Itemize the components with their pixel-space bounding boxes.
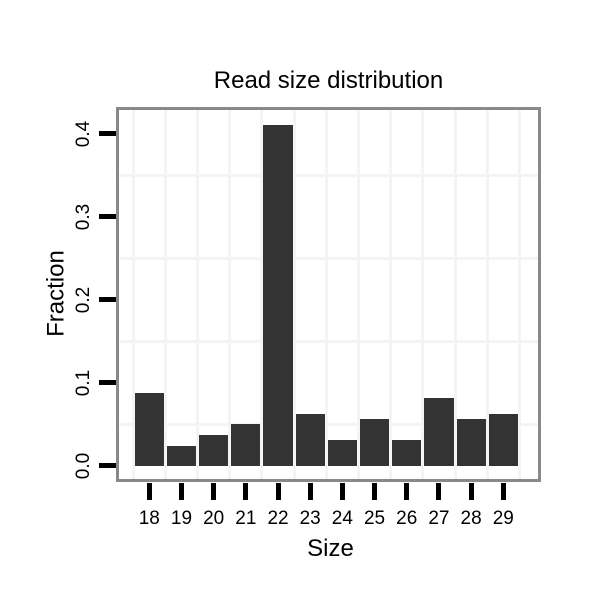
- y-axis-tick: [99, 297, 116, 303]
- y-tick-label: 0.1: [73, 369, 94, 396]
- x-tick-label: 25: [363, 508, 386, 529]
- bar-size-20: [199, 434, 229, 466]
- x-axis-tick: [211, 483, 217, 500]
- bar-size-19: [166, 445, 197, 466]
- chart-title: Read size distribution: [213, 67, 444, 94]
- y-axis-tick: [99, 214, 116, 220]
- x-tick-label: 24: [331, 508, 353, 529]
- minor-gridline-vertical: [292, 110, 296, 479]
- minor-gridline-vertical: [485, 110, 489, 479]
- x-tick-label: 26: [396, 508, 418, 529]
- minor-gridline-horizontal: [119, 256, 538, 260]
- x-axis-tick: [275, 483, 281, 500]
- minor-gridline-vertical: [421, 110, 425, 479]
- bar-size-29: [488, 414, 518, 466]
- plot-area: [119, 110, 538, 479]
- x-axis-tick: [372, 483, 378, 500]
- plot-panel: [116, 107, 541, 482]
- y-axis-tick: [99, 463, 116, 469]
- minor-gridline-vertical: [389, 110, 393, 479]
- minor-gridline-vertical: [131, 110, 135, 479]
- y-tick-label: 0.3: [73, 203, 94, 230]
- x-tick-label: 28: [460, 508, 482, 529]
- y-tick-label: 0.2: [73, 286, 94, 313]
- minor-gridline-vertical: [260, 110, 264, 479]
- bar-size-21: [231, 424, 261, 466]
- bar-size-23: [295, 414, 325, 466]
- x-axis-tick: [339, 483, 345, 500]
- minor-gridline-horizontal: [119, 339, 538, 343]
- x-axis-tick: [146, 483, 152, 500]
- minor-gridline-vertical: [196, 110, 200, 479]
- bar-size-24: [327, 439, 357, 466]
- minor-gridline-vertical: [324, 110, 328, 479]
- y-axis-tick: [99, 131, 116, 137]
- minor-gridline-horizontal: [119, 173, 538, 177]
- x-tick-label: 21: [235, 508, 257, 529]
- x-axis-tick: [436, 483, 442, 500]
- x-axis-tick: [243, 483, 249, 500]
- minor-gridline-vertical: [356, 110, 360, 479]
- bar-size-22: [263, 125, 293, 466]
- x-axis-tick: [500, 483, 506, 500]
- x-tick-label: 18: [138, 508, 160, 529]
- y-axis-tick: [99, 380, 116, 386]
- x-axis-title: Size: [307, 535, 354, 562]
- minor-gridline-vertical: [228, 110, 232, 479]
- x-tick-label: 20: [203, 508, 225, 529]
- x-axis-tick: [307, 483, 313, 500]
- bar-size-18: [134, 392, 164, 466]
- minor-gridline-vertical: [453, 110, 457, 479]
- x-axis-tick: [404, 483, 410, 500]
- minor-gridline-vertical: [517, 110, 521, 479]
- y-tick-label: 0.4: [73, 120, 94, 147]
- bar-size-28: [456, 419, 486, 466]
- bar-size-25: [359, 419, 390, 466]
- y-tick-label: 0.0: [73, 452, 94, 479]
- bar-size-26: [392, 439, 422, 466]
- x-axis-tick: [178, 483, 184, 500]
- x-tick-label: 22: [267, 508, 289, 529]
- x-tick-label: 23: [299, 508, 321, 529]
- y-axis-title: Fraction: [42, 250, 70, 337]
- x-axis-tick: [468, 483, 474, 500]
- x-tick-label: 27: [428, 508, 450, 529]
- x-tick-label: 19: [170, 508, 193, 529]
- minor-gridline-horizontal: [119, 422, 538, 426]
- bar-size-27: [424, 397, 454, 466]
- x-tick-label: 29: [492, 508, 514, 529]
- minor-gridline-vertical: [163, 110, 167, 479]
